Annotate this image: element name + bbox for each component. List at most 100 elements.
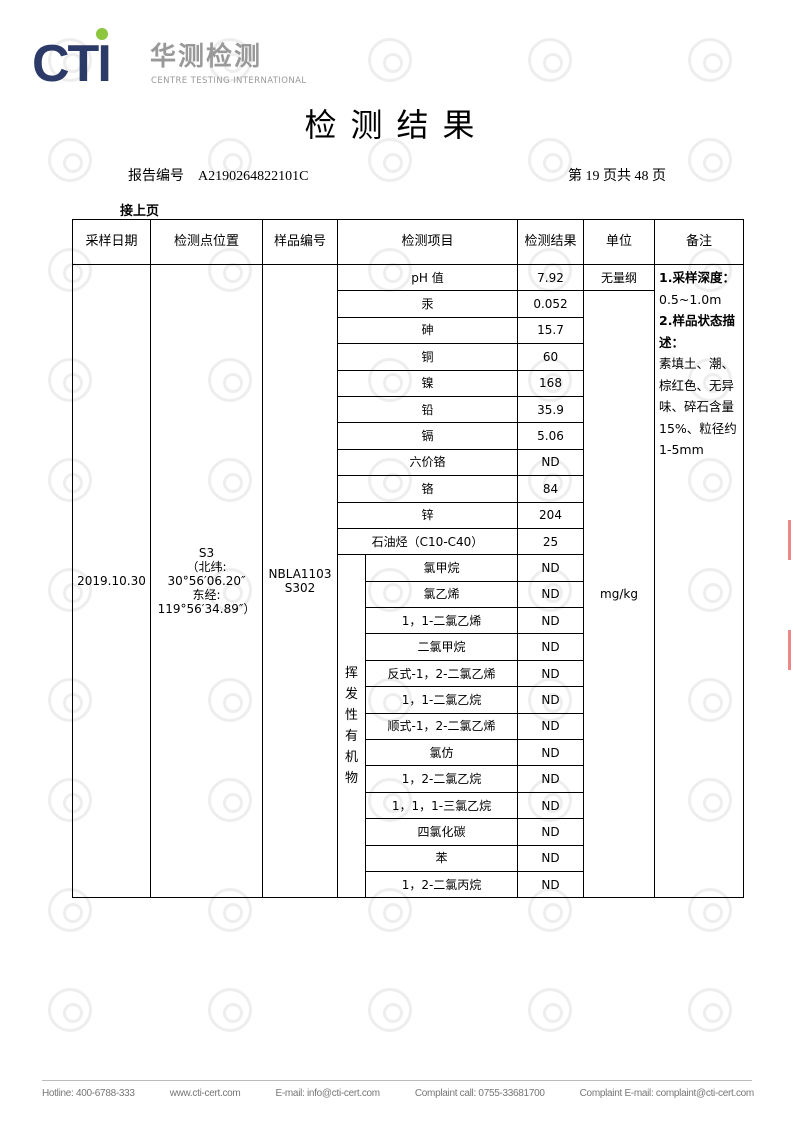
voc-group-char: 有 xyxy=(344,729,358,745)
test-item: 二氯甲烷 xyxy=(365,633,518,661)
test-item: 反式-1，2-二氯乙烯 xyxy=(365,659,518,688)
remark-line: 1.采样深度： xyxy=(659,270,735,285)
watermark-seal-icon xyxy=(48,38,92,82)
remark-line: 2.样品状态描述： xyxy=(659,313,735,350)
logo-cn: 华测检测 xyxy=(150,42,263,72)
unit: mg/kg xyxy=(583,290,655,899)
test-result: 35.9 xyxy=(517,395,584,424)
test-result: ND xyxy=(517,659,584,688)
table-row: 氯仿 ND xyxy=(73,739,744,767)
voc-group-char: 发 xyxy=(344,687,358,703)
watermark-seal-icon xyxy=(368,988,412,1032)
test-item: 铬 xyxy=(337,475,518,503)
watermark-seal-icon xyxy=(688,988,732,1032)
test-result: 168 xyxy=(517,369,584,397)
report-label: 报告编号 xyxy=(128,169,184,184)
test-item: 1，2-二氯乙烷 xyxy=(365,765,518,793)
location: S3 （北纬: 30°56′06.20″ 东经: 119°56′34.89″） xyxy=(150,263,263,899)
test-item: 四氯化碳 xyxy=(365,818,518,846)
watermark-seal-icon xyxy=(208,988,252,1032)
footer: Hotline: 400-6788-333 www.cti-cert.com E-m… xyxy=(42,1087,754,1100)
table-row: 反式-1，2-二氯乙烯 ND xyxy=(73,659,744,688)
test-item: 1，2-二氯丙烷 xyxy=(365,870,518,899)
page-info: 第 19 页共 48 页 xyxy=(568,169,666,184)
footer-item: E-mail: info@cti-cert.com xyxy=(275,1088,381,1099)
test-result: ND xyxy=(517,686,584,714)
logo-text: CTI xyxy=(32,35,112,93)
column-header: 采样日期 xyxy=(72,219,151,265)
sample-number-line: NBLA1103 xyxy=(268,567,332,582)
test-item: 汞 xyxy=(337,290,518,318)
table-row: 锌 204 xyxy=(73,501,744,529)
table-row: 镉 5.06 xyxy=(73,422,744,450)
table-row: 四氯化碳 ND xyxy=(73,818,744,846)
watermark-seal-icon xyxy=(208,138,252,182)
column-header: 检测项目 xyxy=(337,219,518,265)
table-row: 铜 60 xyxy=(73,343,744,371)
footer-item: Hotline: 400-6788-333 xyxy=(42,1088,135,1099)
test-result: 0.052 xyxy=(517,290,584,318)
footer-item: www.cti-cert.com xyxy=(169,1088,241,1099)
table-row: 汞 0.052 mg/kg xyxy=(73,290,744,899)
voc-group-char: 机 xyxy=(344,750,358,766)
header-row: 采样日期 检测点位置 样品编号 检测项目 检测结果 单位 备注 xyxy=(72,219,744,265)
test-result: ND xyxy=(517,818,584,846)
test-result: 204 xyxy=(517,501,584,529)
test-result: 84 xyxy=(517,475,584,503)
test-result: 15.7 xyxy=(517,316,584,345)
table-row: 1，1-二氯乙烷 ND xyxy=(73,686,744,714)
test-item: 氯仿 xyxy=(365,739,518,767)
table-row: 六价铬 ND xyxy=(73,448,744,477)
test-item: 锌 xyxy=(337,501,518,529)
location-line: S3 xyxy=(198,546,215,561)
test-item: 氯甲烷 xyxy=(365,554,518,582)
watermark-seal-icon xyxy=(48,988,92,1032)
watermark-seal-icon xyxy=(688,138,732,182)
table-row: 1，1-二氯乙烯 ND xyxy=(73,607,744,635)
table-row: 氯乙烯 ND xyxy=(73,580,744,609)
watermark-seal-icon xyxy=(528,988,572,1032)
report-number: 报告编号 A2190264822101C xyxy=(128,165,308,185)
watermark-seal-icon xyxy=(368,38,412,82)
test-result: ND xyxy=(517,607,584,635)
test-item: 铜 xyxy=(337,343,518,371)
logo-dot xyxy=(96,28,108,40)
test-result: ND xyxy=(517,739,584,767)
test-item: 1，1，1-三氯乙烷 xyxy=(365,791,518,820)
table-row: 挥发性有机物氯甲烷 ND xyxy=(73,554,744,899)
test-result: 7.92 xyxy=(517,263,584,292)
watermark-seal-icon xyxy=(208,38,252,82)
column-header: 检测结果 xyxy=(517,219,584,265)
test-result: 5.06 xyxy=(517,422,584,450)
voc-group-char: 物 xyxy=(344,771,358,787)
test-result: ND xyxy=(517,791,584,820)
test-result: ND xyxy=(517,844,584,872)
watermark-seal-icon xyxy=(528,138,572,182)
test-result: ND xyxy=(517,712,584,741)
watermark-seal-icon xyxy=(48,888,92,932)
test-item: 石油烃（C10-C40） xyxy=(337,527,518,556)
logo-en: CENTRE TESTING INTERNATIONAL xyxy=(151,76,307,86)
location-line: （北纬: xyxy=(186,560,227,575)
test-result: ND xyxy=(517,554,584,582)
edge-mark xyxy=(788,630,791,670)
report-value: A2190264822101C xyxy=(198,169,309,184)
test-item: 镉 xyxy=(337,422,518,450)
sample-date: 2019.10.30 xyxy=(72,263,151,899)
test-result: 60 xyxy=(517,343,584,371)
location-line: 30°56′06.20″ xyxy=(167,574,246,589)
voc-group-char: 挥 xyxy=(344,666,358,682)
test-item: 1，1-二氯乙烷 xyxy=(365,686,518,714)
watermark-seal-icon xyxy=(48,138,92,182)
test-item: 砷 xyxy=(337,316,518,345)
remark-line: 0.5~1.0m xyxy=(659,291,722,307)
edge-mark xyxy=(788,520,791,560)
test-item: 氯乙烯 xyxy=(365,580,518,609)
footer-divider xyxy=(42,1080,752,1081)
table-row: 砷 15.7 xyxy=(73,316,744,345)
voc-group-char: 性 xyxy=(344,708,358,724)
test-item: 六价铬 xyxy=(337,448,518,477)
sample-number: NBLA1103 S302 xyxy=(262,263,338,899)
test-item: 铅 xyxy=(337,395,518,424)
